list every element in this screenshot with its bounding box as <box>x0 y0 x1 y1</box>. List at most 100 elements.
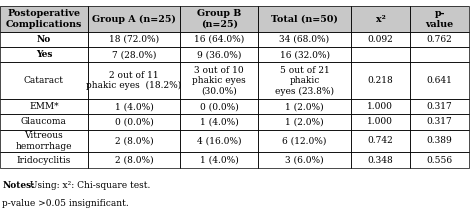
Bar <box>258 99 351 114</box>
Text: 0.389: 0.389 <box>427 137 453 146</box>
Text: p-value >0.05 insignificant.: p-value >0.05 insignificant. <box>2 199 129 208</box>
Bar <box>410 32 469 47</box>
Text: 9 (36.0%): 9 (36.0%) <box>197 50 241 59</box>
Text: 1 (2.0%): 1 (2.0%) <box>285 117 324 126</box>
Bar <box>258 62 351 99</box>
Bar <box>180 47 258 62</box>
Text: 0.641: 0.641 <box>427 76 453 85</box>
Text: p-
value: p- value <box>426 9 454 29</box>
Bar <box>0 47 88 62</box>
Bar <box>0 32 88 47</box>
Bar <box>180 99 258 114</box>
Bar <box>410 47 469 62</box>
Text: Vitreous
hemorrhage: Vitreous hemorrhage <box>16 131 72 151</box>
Bar <box>0 129 88 152</box>
Text: 0.556: 0.556 <box>427 156 453 164</box>
Text: 16 (64.0%): 16 (64.0%) <box>194 35 245 44</box>
Bar <box>0 6 88 32</box>
Bar <box>180 114 258 129</box>
Text: 1 (4.0%): 1 (4.0%) <box>200 156 238 164</box>
Bar <box>351 129 410 152</box>
Bar <box>410 114 469 129</box>
Bar <box>351 129 410 152</box>
Bar <box>410 99 469 114</box>
Text: 0.317: 0.317 <box>427 102 453 111</box>
Bar <box>0 62 88 99</box>
Bar <box>180 152 258 168</box>
Text: 0.218: 0.218 <box>367 76 393 85</box>
Text: 0.092: 0.092 <box>367 35 393 44</box>
Bar <box>88 32 180 47</box>
Bar <box>88 32 180 47</box>
Bar <box>351 99 410 114</box>
Text: 5 out of 21
phakic
eyes (23.8%): 5 out of 21 phakic eyes (23.8%) <box>275 66 334 96</box>
Bar <box>410 32 469 47</box>
Text: No: No <box>36 35 51 44</box>
Bar <box>351 47 410 62</box>
Bar <box>0 32 88 47</box>
Bar <box>88 62 180 99</box>
Text: Iridocyclitis: Iridocyclitis <box>17 156 71 164</box>
Bar <box>410 152 469 168</box>
Text: Total (n=50): Total (n=50) <box>271 15 338 24</box>
Text: 18 (72.0%): 18 (72.0%) <box>109 35 159 44</box>
Bar <box>351 32 410 47</box>
Bar <box>88 47 180 62</box>
Bar <box>88 99 180 114</box>
Bar <box>0 99 88 114</box>
Bar <box>0 47 88 62</box>
Text: 16 (32.0%): 16 (32.0%) <box>280 50 329 59</box>
Bar <box>180 6 258 32</box>
Bar <box>0 152 88 168</box>
Bar <box>88 152 180 168</box>
Text: 0 (0.0%): 0 (0.0%) <box>200 102 238 111</box>
Text: Notes:: Notes: <box>2 181 35 190</box>
Bar <box>88 47 180 62</box>
Bar <box>180 32 258 47</box>
Bar <box>88 62 180 99</box>
Bar <box>88 6 180 32</box>
Text: 1 (2.0%): 1 (2.0%) <box>285 102 324 111</box>
Text: 2 (8.0%): 2 (8.0%) <box>115 137 153 146</box>
Bar <box>88 114 180 129</box>
Bar <box>180 99 258 114</box>
Text: 6 (12.0%): 6 (12.0%) <box>283 137 327 146</box>
Text: 4 (16.0%): 4 (16.0%) <box>197 137 241 146</box>
Bar <box>0 152 88 168</box>
Bar <box>410 99 469 114</box>
Text: Group A (n=25): Group A (n=25) <box>92 15 176 24</box>
Text: 1 (4.0%): 1 (4.0%) <box>200 117 238 126</box>
Bar <box>258 129 351 152</box>
Text: Using: x²: Chi-square test.: Using: x²: Chi-square test. <box>27 181 151 190</box>
Bar <box>88 152 180 168</box>
Bar <box>410 129 469 152</box>
Bar <box>88 6 180 32</box>
Bar <box>258 62 351 99</box>
Text: 7 (28.0%): 7 (28.0%) <box>112 50 156 59</box>
Bar <box>351 62 410 99</box>
Text: Cataract: Cataract <box>24 76 64 85</box>
Text: Postoperative
Complications: Postoperative Complications <box>6 9 82 29</box>
Text: 0.742: 0.742 <box>367 137 393 146</box>
Bar <box>258 114 351 129</box>
Bar <box>258 99 351 114</box>
Bar <box>180 152 258 168</box>
Text: 34 (68.0%): 34 (68.0%) <box>280 35 329 44</box>
Bar <box>351 62 410 99</box>
Text: 2 out of 11
phakic eyes  (18.2%): 2 out of 11 phakic eyes (18.2%) <box>86 71 182 91</box>
Bar <box>258 6 351 32</box>
Bar <box>258 47 351 62</box>
Bar <box>180 32 258 47</box>
Bar <box>258 32 351 47</box>
Text: Glaucoma: Glaucoma <box>21 117 67 126</box>
Text: 1 (4.0%): 1 (4.0%) <box>115 102 153 111</box>
Bar <box>410 47 469 62</box>
Bar <box>258 152 351 168</box>
Bar <box>410 62 469 99</box>
Bar <box>410 62 469 99</box>
Bar <box>0 62 88 99</box>
Bar <box>351 32 410 47</box>
Bar <box>88 129 180 152</box>
Bar <box>0 129 88 152</box>
Bar <box>180 62 258 99</box>
